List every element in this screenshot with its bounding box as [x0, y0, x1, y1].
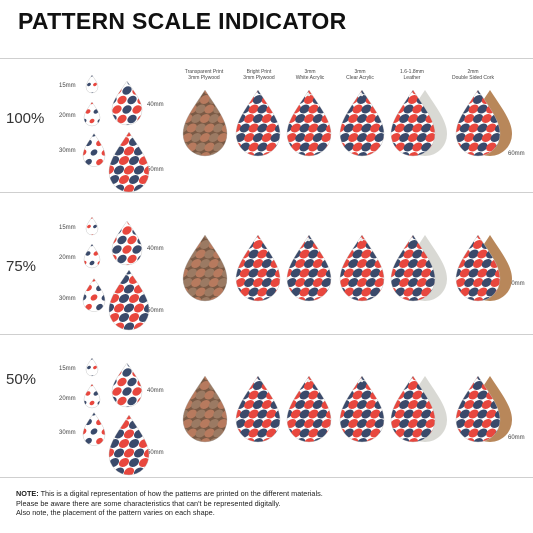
earring-shape: [340, 90, 384, 156]
earring-shape: [236, 376, 280, 442]
material-header: 3mm White Acrylic: [295, 69, 325, 81]
earring-shape: [112, 81, 142, 125]
earring-shape: [340, 376, 384, 442]
size-label: 50mm: [147, 167, 164, 173]
earring-shape: [84, 102, 100, 126]
divider: [0, 334, 533, 335]
size-label: 30mm: [59, 148, 76, 154]
divider: [0, 58, 533, 59]
earring-shape: [86, 217, 98, 235]
size-label: 40mm: [147, 388, 164, 394]
size-label: 40mm: [147, 102, 164, 108]
material-header: Bright Print 3mm Plywood: [243, 69, 275, 81]
scale-label: 50%: [6, 371, 37, 388]
earring-shape: [287, 90, 331, 156]
size-label: 15mm: [59, 225, 76, 231]
earring-shape: [86, 75, 98, 93]
divider: [0, 477, 533, 478]
material-header: 3mm Clear Acrylic: [346, 69, 374, 81]
earring-shape: [236, 90, 280, 156]
material-header: 2mm Double Sided Cork: [452, 69, 494, 81]
material-header: 1.6-1.8mm Leather: [400, 69, 424, 81]
size-label: 30mm: [59, 430, 76, 436]
divider: [0, 192, 533, 193]
earring-shape: [287, 235, 331, 301]
earring-shape: [112, 363, 142, 407]
size-label: 20mm: [59, 113, 76, 119]
size-label: 60mm: [508, 281, 525, 287]
earring-shape: [340, 235, 384, 301]
size-label: 50mm: [147, 450, 164, 456]
size-label: 15mm: [59, 83, 76, 89]
earring-shape: [84, 384, 100, 408]
scale-label: 100%: [6, 110, 45, 127]
earring-shape: [287, 376, 331, 442]
size-label: 60mm: [508, 435, 525, 441]
note-text: NOTE: This is a digital representation o…: [16, 489, 323, 517]
size-label: 40mm: [147, 246, 164, 252]
scale-label: 75%: [6, 258, 37, 275]
earring-shape: [183, 235, 227, 301]
earring-shape: [83, 278, 105, 312]
size-label: 30mm: [59, 296, 76, 302]
earring-shape: [236, 235, 280, 301]
material-header: Transparent Print 3mm Plywood: [184, 69, 224, 81]
earring-shape: [183, 90, 227, 156]
earring-shape: [84, 244, 100, 268]
earring-shape: [86, 358, 98, 376]
size-label: 15mm: [59, 366, 76, 372]
size-label: 50mm: [147, 308, 164, 314]
earring-shape: [183, 376, 227, 442]
size-label: 20mm: [59, 255, 76, 261]
size-label: 60mm: [508, 151, 525, 157]
page-title: PATTERN SCALE INDICATOR: [18, 8, 347, 34]
size-label: 20mm: [59, 396, 76, 402]
